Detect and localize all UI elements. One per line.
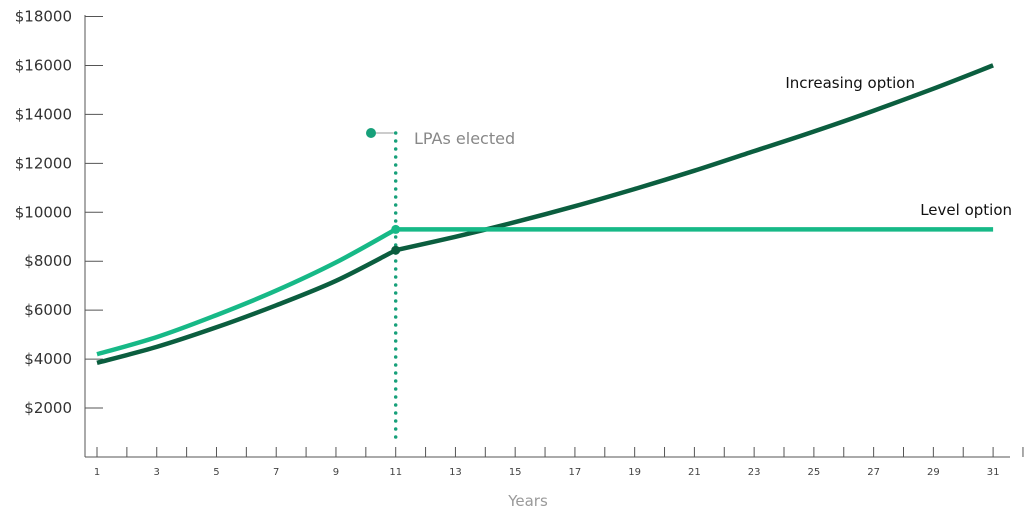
x-tick-label: 13 [449,467,462,478]
y-tick-label: $2000 [24,399,72,417]
x-tick-label: 1 [94,467,100,478]
increasing-option-line [96,63,994,365]
y-tick-label: $6000 [24,301,72,319]
level-option-election-point [391,224,401,234]
x-tick-label: 25 [808,467,821,478]
series-labels: Increasing option Level option [785,74,1012,219]
x-axis-label: Years [507,492,548,510]
y-tick-label: $12000 [15,154,72,172]
increasing-option-election-point [391,245,401,255]
level-option-label: Level option [920,201,1012,219]
y-tick-label: $10000 [15,203,72,221]
x-axis: 1 3 5 7 9 11 13 15 17 19 21 23 25 27 29 31 [85,447,1024,478]
y-tick-label: $4000 [24,350,72,368]
lpas-elected-annotation: LPAs elected [366,128,515,446]
y-tick-label: $18000 [15,8,72,26]
level-option-line [96,227,994,357]
x-tick-label: 5 [213,467,219,478]
x-tick-label: 9 [333,467,339,478]
x-tick-label: 21 [688,467,701,478]
series-lines [96,63,994,365]
x-tick-label: 29 [927,467,940,478]
y-tick-label: $8000 [24,252,72,270]
x-tick-label: 23 [748,467,761,478]
y-axis: $2000 $4000 $6000 $8000 $10000 $12000 $14000 $1… [15,8,103,457]
increasing-option-label: Increasing option [785,74,915,92]
x-tick-label: 31 [987,467,1000,478]
x-tick-label: 27 [867,467,880,478]
x-tick-label: 19 [628,467,641,478]
x-tick-label: 11 [389,467,402,478]
y-tick-label: $16000 [15,56,72,74]
x-tick-label: 15 [509,467,522,478]
y-tick-label: $14000 [15,105,72,123]
x-tick-label: 17 [569,467,582,478]
lpas-elected-label: LPAs elected [414,129,515,148]
x-tick-label: 3 [154,467,160,478]
lpas-elected-marker [366,128,376,138]
x-tick-label: 7 [273,467,279,478]
